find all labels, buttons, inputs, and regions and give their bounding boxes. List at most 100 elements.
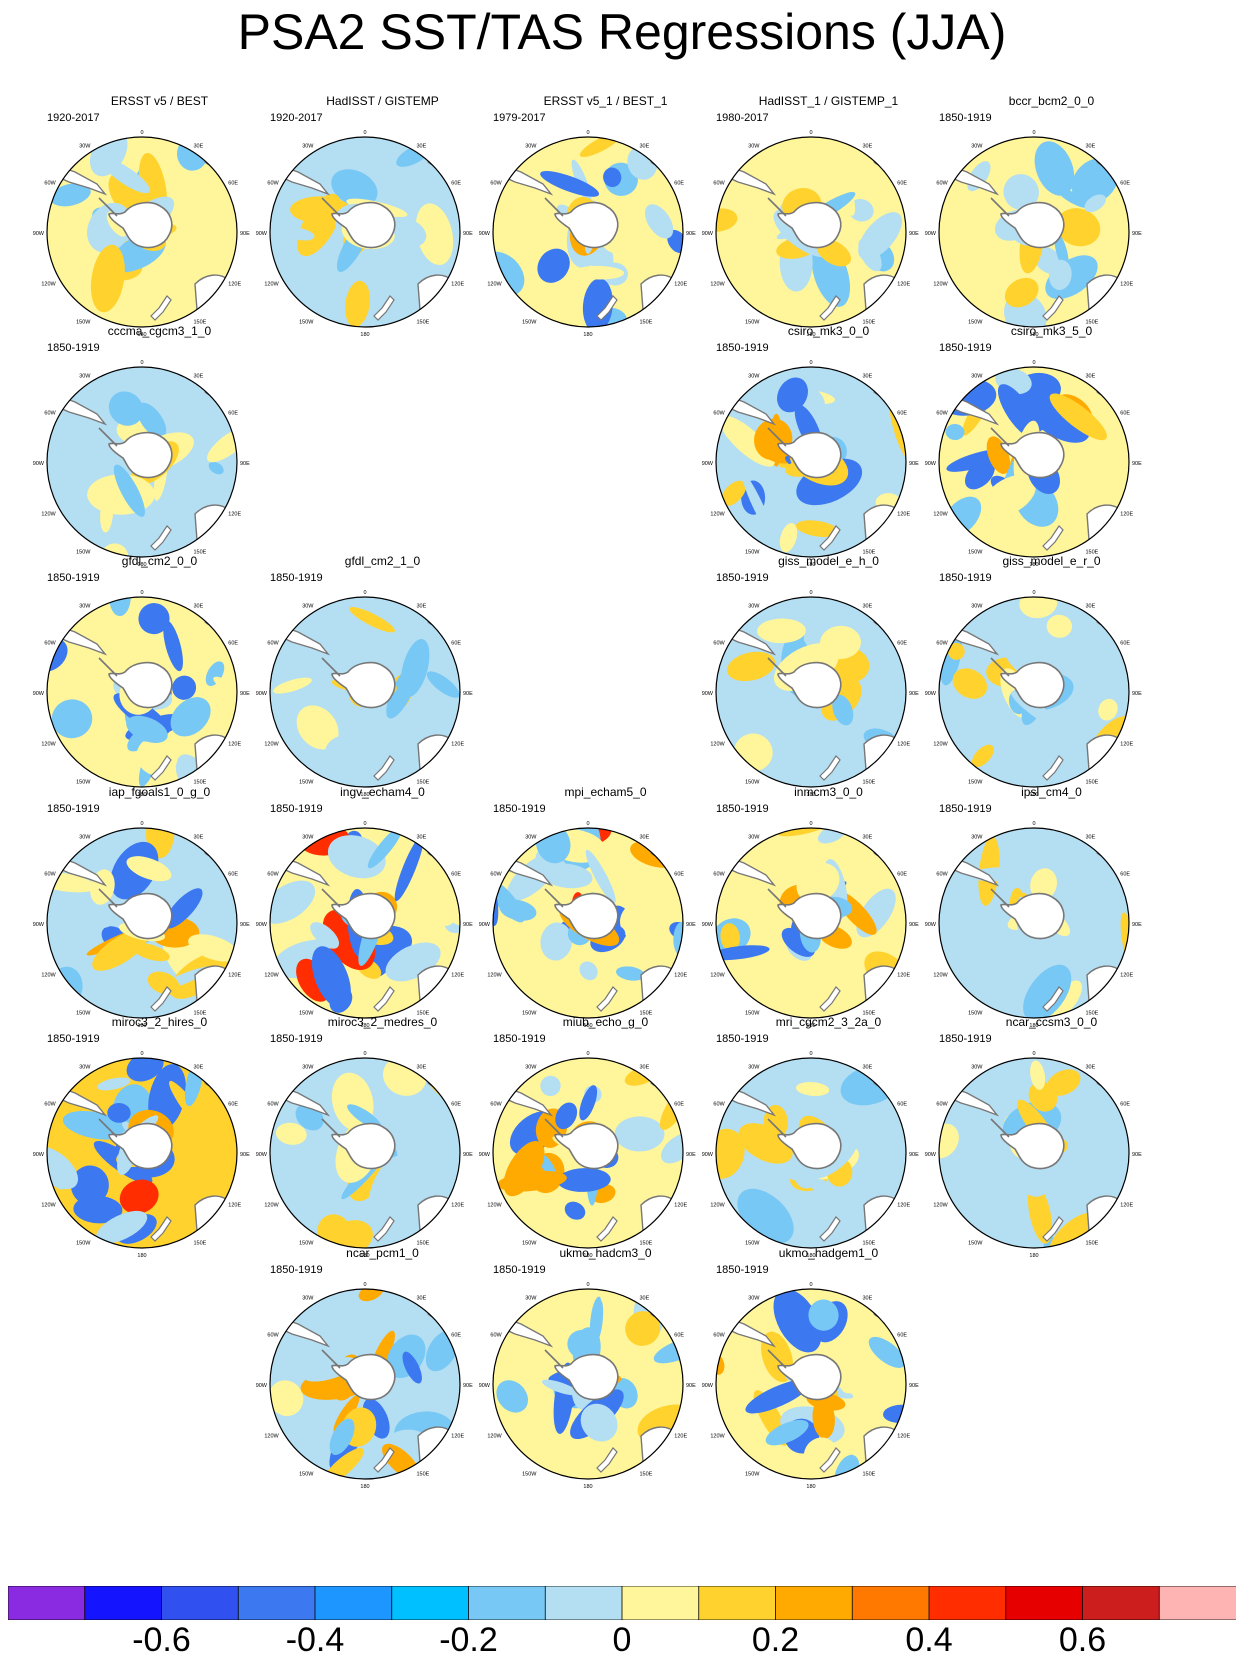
longitude-label: 120W [41,742,56,748]
antarctica-coastline [108,661,173,709]
longitude-label: 30E [1086,835,1096,841]
antarctica-coastline [1000,431,1065,479]
anomaly-region [858,212,902,260]
anomaly-region [113,464,145,517]
longitude-label: 150E [863,319,876,325]
longitude-label: 60W [44,181,56,187]
longitude-label: 30W [748,604,760,610]
anomaly-region [1046,614,1073,638]
map-panel: miub_echo_g_0 0 30E 60E 90E 120E 150E 180 150W 12… [479,1015,718,1259]
longitude-label: 150W [968,1010,983,1016]
map-boundary [492,1057,684,1249]
panel-title: ncar_pcm1_0 [346,1246,419,1260]
map-panel: miroc3_2_hires_0 0 30E 60E 90E 120E 150E 180 150… [33,1015,272,1259]
longitude-label: 150W [76,779,91,785]
anomaly-region [349,607,395,633]
anomaly-region [136,402,167,438]
antarctica-coastline [1000,661,1065,709]
panel-years: 1850-1919 [47,572,100,584]
longitude-label: 90E [1132,231,1142,237]
colorbar-swatch [698,1586,777,1620]
longitude-label: 150E [1086,779,1099,785]
map-boundary [715,596,907,788]
longitude-label: 60E [1120,411,1130,417]
anomaly-region [582,278,613,327]
longitude-label: 180 [1029,1023,1038,1029]
longitude-label: 150W [745,319,760,325]
longitude-label: 60E [451,181,461,187]
longitude-label: 60E [1120,641,1130,647]
map-boundary [715,1288,907,1480]
longitude-label: 180 [137,562,146,568]
longitude-label: 120W [710,1203,725,1209]
anomaly-region [971,744,994,768]
anomaly-region [983,474,1036,517]
longitude-label: 180 [1029,332,1038,338]
anomaly-region [126,715,168,744]
anomaly-region [795,520,839,538]
longitude-label: 150W [299,779,314,785]
panel-years: 1850-1919 [716,342,769,354]
panel-title: bccr_bcm2_0_0 [1008,94,1095,108]
longitude-label: 90W [479,1152,491,1158]
antarctica-coastline [554,201,619,249]
longitude-label: 90E [686,231,696,237]
anomaly-region [850,171,864,191]
longitude-label: 180 [583,332,592,338]
anomaly-region [426,671,460,698]
map-boundary [46,596,238,788]
peninsula-coastline [98,427,118,447]
longitude-label: 120E [1120,282,1133,288]
longitude-label: 90W [925,691,937,697]
map-panel: ERSST v5_1 / BEST_1 0 30E 60E 90E 120E 150E 180… [479,94,718,338]
polar-map: 0 30E 60E 90E 120E 150E 180 150W 120W 90W 60W 30W [479,130,696,338]
anomaly-region [1025,395,1090,443]
longitude-label: 30W [971,604,983,610]
panel-title: miroc3_2_hires_0 [111,1015,208,1029]
longitude-label: 60E [1120,872,1130,878]
panel-title: csiro_mk3_5_0 [1010,324,1093,338]
panel-years: 1850-1919 [47,803,100,815]
longitude-label: 120W [487,973,502,979]
anomaly-region [1046,1069,1081,1096]
longitude-label: 150W [745,779,760,785]
longitude-label: 0 [809,1282,812,1288]
longitude-label: 90E [1132,461,1142,467]
colorbar-swatch [1158,1586,1236,1620]
anomaly-region [138,603,170,635]
longitude-label: 120E [1120,512,1133,518]
antarctica-coastline [777,661,842,709]
longitude-label: 60E [228,1102,238,1108]
longitude-label: 30E [417,835,427,841]
new-zealand-coastline [819,1216,841,1242]
colorbar-swatch [84,1586,163,1620]
longitude-label: 30W [302,1296,314,1302]
longitude-label: 180 [360,792,369,798]
longitude-label: 120W [933,1203,948,1209]
longitude-label: 60E [451,641,461,647]
anomaly-region [1049,393,1107,441]
longitude-label: 150W [76,319,91,325]
longitude-label: 150W [522,1010,537,1016]
anomaly-region [126,856,172,882]
longitude-label: 120E [897,973,910,979]
longitude-label: 90W [479,922,491,928]
anomaly-region [644,204,674,239]
longitude-label: 180 [360,1023,369,1029]
longitude-label: 30E [1086,374,1096,380]
panel-years: 1920-2017 [47,112,100,124]
longitude-label: 60E [228,411,238,417]
colorbar-tick-label: -0.2 [439,1621,498,1659]
antarctica-coastline [777,1122,842,1170]
longitude-label: 90E [1132,922,1142,928]
longitude-label: 60W [713,411,725,417]
antarctica-coastline [777,1353,842,1401]
longitude-label: 30W [748,144,760,150]
longitude-label: 90E [909,922,919,928]
longitude-label: 0 [586,130,589,136]
map-panel: ncar_ccsm3_0_0 0 30E 60E 90E 120E 150E 180 150W 1… [925,1015,1164,1259]
panel-title: csiro_mk3_0_0 [787,324,870,338]
longitude-label: 60W [713,1102,725,1108]
anomaly-region [579,961,598,981]
longitude-label: 0 [140,1051,143,1057]
